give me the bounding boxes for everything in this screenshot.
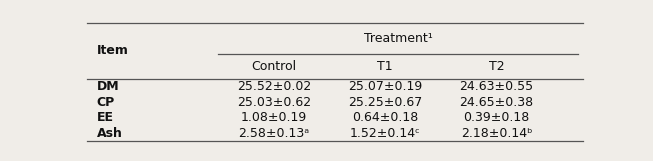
- Text: CP: CP: [97, 96, 115, 109]
- Text: T1: T1: [377, 60, 393, 73]
- Text: Item: Item: [97, 44, 129, 57]
- Text: 25.07±0.19: 25.07±0.19: [348, 80, 422, 93]
- Text: Ash: Ash: [97, 127, 123, 140]
- Text: 25.03±0.62: 25.03±0.62: [237, 96, 311, 109]
- Text: 2.18±0.14ᵇ: 2.18±0.14ᵇ: [461, 127, 532, 140]
- Text: 2.58±0.13ᵃ: 2.58±0.13ᵃ: [238, 127, 310, 140]
- Text: 24.63±0.55: 24.63±0.55: [460, 80, 534, 93]
- Text: 0.64±0.18: 0.64±0.18: [352, 111, 419, 124]
- Text: DM: DM: [97, 80, 119, 93]
- Text: 1.52±0.14ᶜ: 1.52±0.14ᶜ: [350, 127, 421, 140]
- Text: Control: Control: [251, 60, 296, 73]
- Text: 25.25±0.67: 25.25±0.67: [348, 96, 422, 109]
- Text: Treatment¹: Treatment¹: [364, 32, 432, 45]
- Text: 0.39±0.18: 0.39±0.18: [464, 111, 530, 124]
- Text: 25.52±0.02: 25.52±0.02: [237, 80, 311, 93]
- Text: T2: T2: [489, 60, 504, 73]
- Text: EE: EE: [97, 111, 114, 124]
- Text: 24.65±0.38: 24.65±0.38: [460, 96, 534, 109]
- Text: 1.08±0.19: 1.08±0.19: [241, 111, 307, 124]
